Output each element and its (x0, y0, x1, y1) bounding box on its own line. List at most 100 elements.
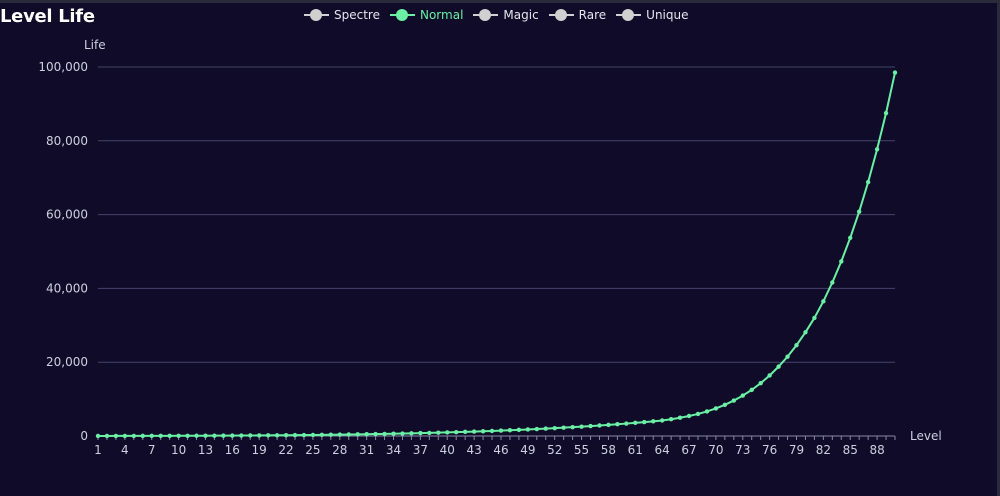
data-point (830, 280, 835, 285)
data-point (651, 419, 656, 424)
data-point (740, 393, 745, 398)
x-tick-label: 31 (359, 443, 374, 457)
x-tick-label: 85 (843, 443, 858, 457)
data-point (767, 373, 772, 378)
y-tick-label: 80,000 (46, 134, 88, 148)
data-point (534, 426, 539, 432)
legend-item-unique[interactable]: Unique (616, 8, 688, 22)
data-point (722, 402, 728, 408)
data-point (516, 427, 522, 433)
data-point (292, 432, 298, 438)
data-point (489, 428, 495, 434)
data-point (615, 422, 620, 427)
data-point (409, 431, 414, 436)
x-tick-label: 52 (547, 443, 562, 457)
data-point (131, 433, 137, 439)
legend-item-normal[interactable]: Normal (389, 8, 463, 22)
legend-item-magic[interactable]: Magic (473, 8, 539, 22)
data-point (265, 433, 271, 438)
data-point (883, 110, 889, 116)
data-point (525, 427, 531, 432)
data-point (812, 315, 817, 321)
data-point (113, 433, 119, 439)
x-tick-label: 64 (655, 443, 670, 457)
data-point (480, 429, 486, 434)
data-point (176, 433, 181, 439)
data-point (167, 433, 172, 439)
data-point (104, 433, 110, 439)
legend-label: Rare (578, 8, 607, 22)
data-point (391, 431, 396, 436)
x-tick-label: 25 (305, 443, 320, 457)
legend-symbol-icon (473, 8, 499, 22)
data-point (274, 433, 280, 438)
data-point (552, 425, 557, 431)
chart-title: Level Life (0, 6, 95, 27)
x-tick-label: 43 (466, 443, 481, 457)
data-point (758, 381, 763, 386)
data-point (785, 354, 790, 359)
legend: Spectre Normal Magic Rare Unique (304, 8, 688, 22)
data-point (821, 299, 826, 304)
x-tick-label: 34 (386, 443, 401, 457)
data-point (382, 431, 387, 437)
data-point (856, 209, 862, 214)
y-tick-label: 40,000 (46, 281, 88, 295)
legend-item-spectre[interactable]: Spectre (304, 8, 380, 22)
data-point (185, 433, 190, 438)
data-point (373, 431, 378, 437)
data-point (498, 428, 504, 433)
data-point (633, 420, 638, 426)
x-tick-label: 79 (789, 443, 804, 457)
data-point (686, 413, 692, 419)
data-point (561, 425, 566, 430)
data-point (256, 433, 262, 438)
data-point (642, 419, 647, 425)
x-tick-label: 55 (574, 443, 589, 457)
data-point (436, 430, 441, 435)
x-tick-label: 40 (440, 443, 455, 457)
data-point (731, 398, 737, 403)
data-point (418, 430, 423, 436)
x-tick-label: 22 (278, 443, 293, 457)
x-tick-label: 73 (735, 443, 750, 457)
x-tick-label: 88 (869, 443, 884, 457)
data-point (400, 431, 405, 436)
x-tick-label: 58 (601, 443, 616, 457)
data-point (346, 432, 351, 437)
data-point (668, 416, 674, 422)
legend-symbol-icon (548, 8, 574, 22)
data-point (283, 433, 289, 438)
data-point (865, 179, 871, 185)
x-tick-label: 4 (121, 443, 129, 457)
data-point (839, 259, 844, 264)
data-point (310, 432, 316, 438)
x-tick-label: 10 (171, 443, 186, 457)
data-point (874, 147, 880, 152)
data-point (122, 433, 128, 439)
data-point (606, 422, 611, 428)
data-point (364, 432, 369, 437)
data-point (695, 411, 701, 417)
legend-item-rare[interactable]: Rare (548, 8, 607, 22)
y-tick-label: 20,000 (46, 355, 88, 369)
series-line-normal (98, 72, 896, 437)
data-point (579, 424, 584, 429)
legend-label: Unique (646, 8, 689, 22)
data-point (355, 432, 360, 437)
legend-label: Spectre (334, 8, 380, 22)
data-point (659, 418, 665, 423)
data-point (749, 387, 754, 393)
data-point (328, 432, 334, 437)
data-point (140, 433, 145, 439)
y-tick-label: 100,000 (38, 60, 88, 74)
x-tick-label: 28 (332, 443, 347, 457)
x-tick-label: 13 (198, 443, 213, 457)
x-tick-label: 46 (493, 443, 508, 457)
data-point (471, 429, 477, 434)
data-point (445, 430, 450, 435)
data-point (319, 432, 325, 438)
x-tick-label: 16 (225, 443, 240, 457)
x-tick-label: 70 (708, 443, 723, 457)
